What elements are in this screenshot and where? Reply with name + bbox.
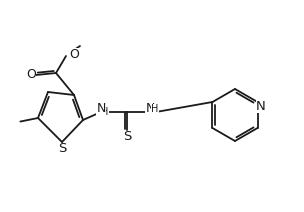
Text: O: O	[26, 68, 36, 81]
Text: O: O	[69, 47, 79, 60]
Text: S: S	[123, 131, 131, 144]
Text: N: N	[96, 102, 106, 114]
Text: S: S	[58, 142, 66, 155]
Text: H: H	[101, 107, 109, 117]
Text: N: N	[256, 100, 265, 113]
Text: N: N	[145, 102, 155, 114]
Text: H: H	[151, 104, 159, 114]
